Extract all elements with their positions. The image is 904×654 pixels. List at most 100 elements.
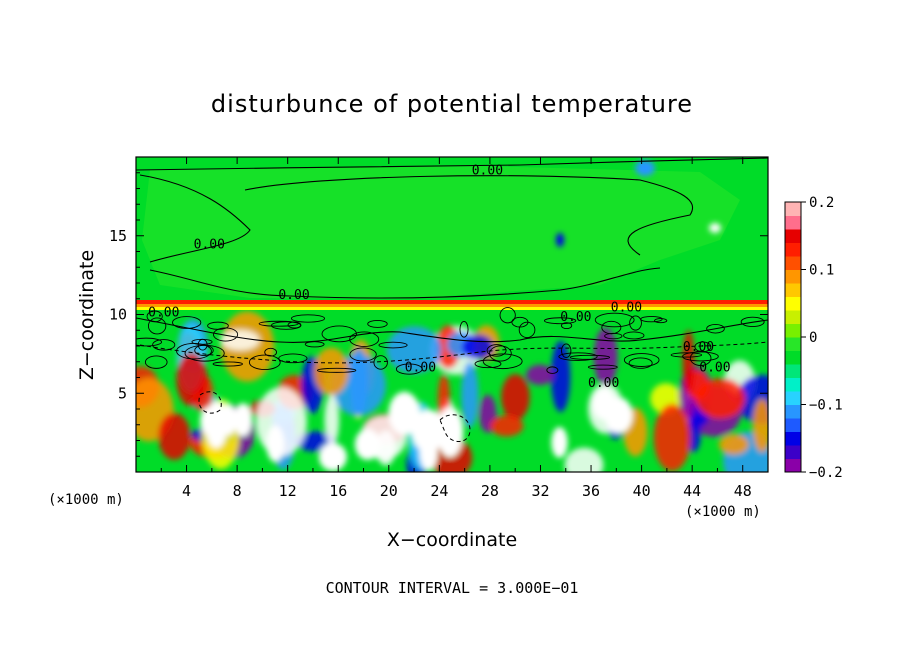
contour-loop	[594, 312, 635, 328]
colorbar-cell	[785, 337, 801, 351]
contour-loop	[654, 318, 668, 324]
contour-loop	[172, 316, 202, 329]
contour-loop	[694, 341, 712, 353]
colorbar: 0.2 0.1 0 −0.1 −0.2	[784, 195, 843, 481]
turbulence-core	[592, 388, 617, 420]
contour-loop	[640, 315, 663, 323]
turbulence-blob	[313, 347, 349, 396]
colorbar-tick-label: −0.2	[809, 465, 843, 481]
turbulence-blob	[593, 327, 618, 387]
contour-loop	[317, 367, 357, 373]
turbulence-blob	[375, 430, 396, 466]
contour-negative-ring-2	[198, 391, 222, 414]
inversion-stripe-yellow	[136, 307, 768, 310]
contour-loop	[349, 347, 377, 362]
turbulence-blob	[386, 326, 442, 374]
x-tick-layer: 4 8 12 16 20 24 28 32 36 40 44 48	[160, 157, 752, 500]
contour-loop	[689, 350, 712, 366]
contour-zero-top	[136, 157, 768, 171]
contour-label: 0.00	[472, 164, 503, 179]
x-axis-label: X−coordinate	[387, 529, 517, 551]
contour-loop	[144, 355, 168, 369]
x-unit-right: (×1000 m)	[685, 504, 761, 520]
colorbar-cell	[785, 418, 801, 432]
contour-loop	[543, 317, 577, 325]
x-tick-label: 32	[531, 482, 549, 500]
contour-label: 0.00	[611, 301, 642, 316]
contour-zero-upper	[139, 174, 694, 263]
contour-label: 0.00	[699, 360, 730, 375]
colorbar-cell	[785, 350, 801, 365]
contour-loop	[561, 343, 572, 358]
turbulence-blob	[550, 340, 571, 413]
turbulence-blob	[501, 374, 530, 421]
colorbar-cells	[785, 202, 801, 473]
colorbar-cell	[785, 391, 801, 405]
colorbar-tick-label: 0.1	[809, 263, 834, 279]
upper-spot	[635, 160, 655, 176]
colorbar-cell	[785, 215, 801, 230]
upper-spot	[556, 233, 564, 247]
contour-loop	[258, 320, 299, 327]
contour-loop	[367, 319, 388, 328]
contour-loop	[623, 353, 660, 367]
contour-label: 0.00	[588, 376, 619, 391]
contour-loop	[628, 357, 653, 369]
contour-label: 0.00	[194, 238, 225, 253]
contour-interval-note: CONTOUR INTERVAL = 3.000E−01	[326, 579, 579, 597]
x-tick-label: 20	[380, 482, 398, 500]
contour-loop	[499, 307, 516, 324]
contour-loop	[248, 354, 281, 371]
turbulence-core	[233, 403, 253, 437]
colorbar-cell	[785, 404, 801, 419]
colorbar-cell	[785, 269, 801, 284]
y-tick-layer: 5 10 15	[109, 172, 768, 457]
contour-loop	[290, 314, 326, 323]
contour-loop	[146, 310, 163, 323]
contour-label: 0.00	[405, 360, 436, 375]
x-tick-label: 44	[683, 482, 701, 500]
colorbar-cell	[785, 283, 801, 297]
upper-layer-patch	[142, 166, 740, 298]
contour-loop	[623, 331, 645, 340]
contour-loop	[558, 352, 598, 361]
x-tick-label: 28	[481, 482, 499, 500]
turbulence-blob	[461, 361, 479, 428]
contour-loop	[176, 343, 212, 360]
x-tick-label: 40	[633, 482, 651, 500]
contour-loop	[486, 344, 507, 357]
contour-label-layer: 0.00 0.00 0.00 0.00 0.00 0.00 0.00 0.00 0.00 0.00	[148, 164, 730, 392]
contour-loop	[670, 352, 703, 358]
contour-loop	[518, 321, 536, 339]
colorbar-cell	[785, 323, 801, 338]
colorbar-cell	[785, 431, 801, 446]
colorbar-cell	[785, 229, 801, 243]
turbulence-blob	[718, 433, 749, 455]
upper-spot	[709, 223, 721, 233]
colorbar-tick-label: 0	[809, 330, 817, 346]
contour-zero-middle	[149, 267, 661, 299]
turbulence-core	[388, 391, 421, 436]
colorbar-tick-layer: 0.2 0.1 0 −0.1 −0.2	[801, 195, 843, 481]
contour-loop	[278, 353, 308, 364]
colorbar-cell	[785, 364, 801, 378]
y-axis-label: Z−coordinate	[76, 250, 98, 380]
contour-loop	[373, 355, 388, 370]
y-tick-label: 5	[118, 384, 127, 402]
contour-loop	[629, 315, 642, 331]
x-unit-left: (×1000 m)	[48, 492, 124, 508]
turbulence-blob	[220, 329, 260, 351]
turbulence-blob	[158, 412, 191, 460]
contour-loop	[587, 364, 618, 370]
dense-contour-cluster	[136, 307, 765, 375]
contour-loop	[264, 347, 278, 357]
turbulence-blob	[653, 404, 691, 472]
colorbar-cell	[785, 310, 801, 324]
contour-loop	[147, 317, 167, 335]
contour-loop	[561, 322, 573, 330]
turbulence-core	[205, 401, 228, 449]
turbulence-blob	[489, 415, 524, 437]
turbulence-core	[318, 442, 347, 471]
contour-loop	[569, 354, 611, 360]
